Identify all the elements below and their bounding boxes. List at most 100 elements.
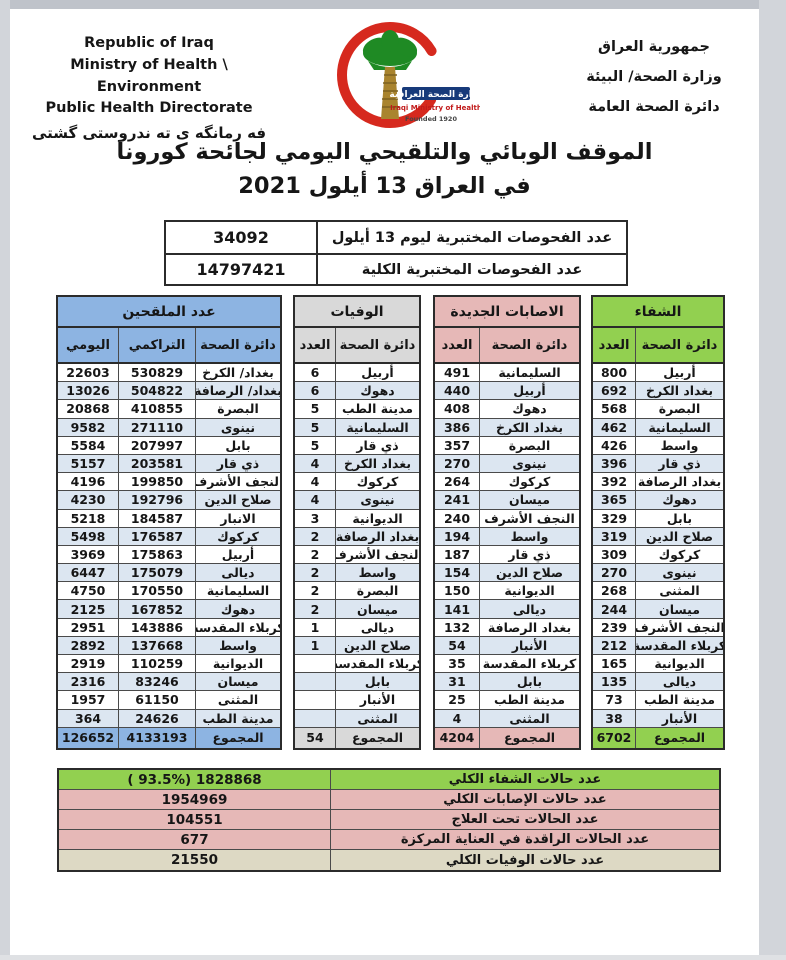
region-name: ذي قار (195, 454, 280, 473)
tests-total-label: عدد الفحوصات المختبرية الكلية (316, 255, 626, 284)
value-cell: 2316 (70, 674, 106, 690)
table-row: 408 دهوك (435, 400, 579, 419)
value-cell: 137668 (118, 636, 195, 654)
table-title: الاصابات الجديدة (435, 297, 579, 328)
palm-trunk (381, 67, 399, 119)
table-row: 31 بابل (435, 673, 579, 692)
table-row: الأنبار (295, 691, 419, 710)
table-row: 2951 143886 كربلاء المقدسة (58, 618, 280, 637)
column-header: التراكمي (118, 328, 195, 362)
column-header: دائرة الصحة (335, 328, 419, 362)
region-name: صلاح الدين (635, 527, 723, 545)
table-row: 5157 203581 ذي قار (58, 454, 280, 474)
table-row: 2 النجف الأشرف (295, 545, 419, 565)
table-row: 4 نينوى (295, 491, 419, 510)
region-name: بابل (635, 509, 723, 527)
region-name: كربلاء المقدسة (479, 655, 579, 673)
region-name: أربيل (195, 545, 280, 564)
value-cell: 61150 (118, 691, 195, 709)
value-cell: 170550 (118, 582, 195, 600)
table-row: 491 السليمانية (435, 364, 579, 383)
region-name: صلاح الدين (479, 564, 579, 582)
table-row: 692 بغداد الكرخ (593, 382, 723, 401)
value-cell (295, 691, 335, 708)
region-name: المثنى (335, 709, 419, 727)
region-name: ديالى (479, 600, 579, 618)
table-row: 6 دهوك (295, 382, 419, 401)
region-name: ذي قار (335, 436, 419, 454)
region-name: مدينة الطب (479, 691, 579, 709)
region-name: ميسان (335, 600, 419, 618)
column-header: دائرة الصحة (635, 328, 723, 362)
header-line-kurdish: فه رمانگه ی ته ندروستی گشتی (31, 124, 267, 142)
table-row: المثنى (295, 709, 419, 728)
value-cell: 5 (310, 419, 320, 435)
value-cell: 73 (605, 692, 623, 708)
region-name: الأنبار (335, 691, 419, 709)
region-name: أربيل (335, 364, 419, 382)
table-row: 800 أربيل (593, 364, 723, 383)
value-cell: 6 (310, 383, 320, 399)
logo-band-text: وزارة الصحة العراقية (389, 90, 480, 100)
tests-today-value: 34092 (213, 228, 269, 247)
table-row: 4 بغداد الكرخ (295, 454, 419, 474)
value-cell: 141 (443, 601, 471, 617)
value-cell: 2919 (70, 656, 106, 672)
palm-tree-icon (362, 30, 418, 70)
logo-band (402, 87, 470, 100)
value-cell: 192796 (118, 491, 195, 509)
value-cell: 2 (310, 583, 320, 599)
value-cell: 9582 (70, 419, 106, 435)
value-cell: 1957 (70, 692, 106, 708)
region-name: بابل (479, 673, 579, 691)
table-row: 270 نينوى (435, 454, 579, 474)
header-line-english: Ministry of Health \ Environment (70, 56, 228, 95)
table-header-row: العدد دائرة الصحة (435, 328, 579, 364)
table-row: 244 ميسان (593, 600, 723, 619)
table-row: 20868 410855 البصرة (58, 400, 280, 419)
value-cell: 207997 (118, 436, 195, 454)
column-header: العدد (441, 337, 473, 353)
table-row: 2 واسط (295, 564, 419, 583)
region-name: النجف الأشرف (479, 509, 579, 527)
table-row: 150 الديوانية (435, 582, 579, 601)
table-row: 165 الديوانية (593, 655, 723, 674)
value-cell: 426 (600, 437, 628, 453)
table-row: 392 بغداد الرصافة (593, 473, 723, 492)
table-row: 396 ذي قار (593, 454, 723, 474)
region-name: ذي قار (635, 454, 723, 473)
value-cell: 175079 (118, 564, 195, 582)
value-cell: 24626 (118, 709, 195, 727)
table-row: 4196 199850 النجف الأشرف (58, 473, 280, 492)
table-row: 309 كركوك (593, 545, 723, 565)
region-name: ميسان (195, 673, 280, 691)
tests-today-label: عدد الفحوصات المختبرية ليوم 13 أيلول (316, 222, 626, 253)
region-name: بغداد الكرخ (335, 454, 419, 473)
value-cell: 319 (600, 528, 628, 544)
table-row: 187 ذي قار (435, 545, 579, 565)
region-name: واسط (479, 527, 579, 545)
value-cell: 126652 (61, 730, 115, 746)
table-header-row: العدد دائرة الصحة (295, 328, 419, 364)
region-name: كركوك (195, 527, 280, 545)
table-row: 364 24626 مدينة الطب (58, 709, 280, 728)
value-cell: 364 (74, 710, 102, 726)
region-name: السليمانية (635, 418, 723, 436)
value-cell: 392 (600, 474, 628, 490)
region-name: كركوك (335, 473, 419, 491)
region-name: دهوك (195, 600, 280, 618)
health-ministry-logo-icon: وزارة الصحة العراقية Iraqi Ministry of H… (337, 22, 483, 128)
logo-founded-text: Founded 1920 (405, 115, 457, 123)
table-row: 365 دهوك (593, 491, 723, 510)
region-name: كربلاء المقدسة (335, 655, 419, 673)
table-row: 241 ميسان (435, 491, 579, 510)
value-cell: 6 (310, 365, 320, 381)
value-cell: 271110 (118, 418, 195, 436)
table-row: 154 صلاح الدين (435, 564, 579, 583)
column-header: اليومي (66, 337, 110, 353)
table-row: 4750 170550 السليمانية (58, 582, 280, 601)
table-row: 2125 167852 دهوك (58, 600, 280, 619)
region-name: بابل (335, 673, 419, 691)
region-name: دهوك (479, 400, 579, 418)
header-line-english: Public Health Directorate (45, 100, 253, 117)
